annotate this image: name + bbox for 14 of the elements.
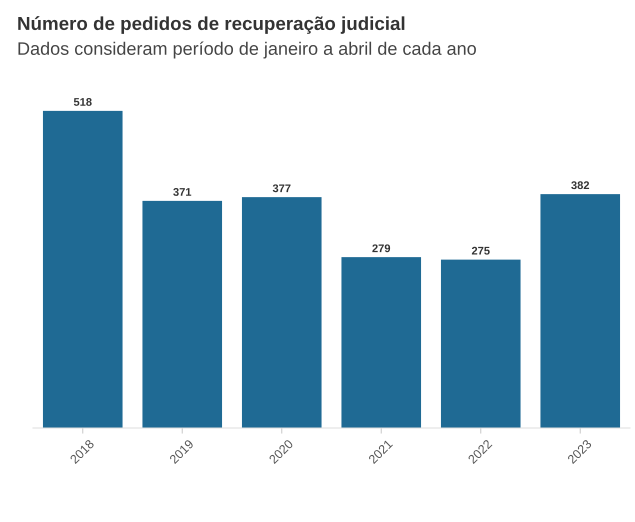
data-label: 279 xyxy=(372,244,390,252)
bar xyxy=(540,194,620,428)
data-label: 371 xyxy=(173,188,192,196)
chart-title: Número de pedidos de recuperação judicial xyxy=(18,16,404,34)
bar xyxy=(440,260,521,428)
data-label: 382 xyxy=(571,181,590,190)
bar xyxy=(242,197,322,428)
data-label: 518 xyxy=(74,98,92,106)
bar xyxy=(142,200,222,428)
bar xyxy=(341,257,422,428)
data-label: 275 xyxy=(472,246,490,255)
chart-subtitle: Dados consideram período de janeiro a abril de cada ano xyxy=(18,41,476,59)
bar xyxy=(42,110,123,428)
data-label: 377 xyxy=(272,184,291,192)
